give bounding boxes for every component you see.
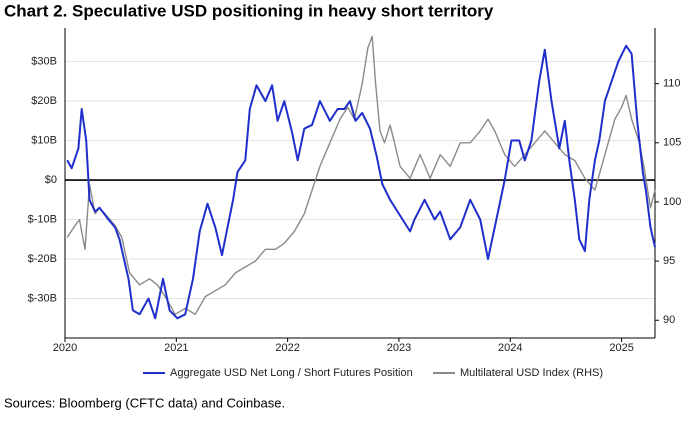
legend-label: Multilateral USD Index (RHS)	[460, 367, 603, 379]
y2-tick-label: 95	[663, 255, 675, 267]
y-tick-label: $10B	[31, 134, 57, 146]
y2-tick-label: 100	[663, 196, 681, 208]
y-tick-label: $0	[45, 174, 57, 186]
series-line	[66, 44, 656, 320]
y-tick-label: $-20B	[28, 253, 57, 265]
x-tick-label: 2024	[498, 342, 522, 354]
y-tick-label: $20B	[31, 95, 57, 107]
source-note: Sources: Bloomberg (CFTC data) and Coinb…	[4, 395, 285, 410]
y2-tick-label: 90	[663, 314, 675, 326]
y-tick-label: $-30B	[28, 292, 57, 304]
x-tick-label: 2020	[53, 342, 77, 354]
x-tick-label: 2025	[609, 342, 633, 354]
x-tick-label: 2021	[164, 342, 188, 354]
y-tick-label: $30B	[31, 55, 57, 67]
y2-tick-label: 105	[663, 137, 681, 149]
series-line	[66, 35, 656, 315]
x-tick-label: 2023	[387, 342, 411, 354]
y2-tick-label: 110	[663, 78, 681, 90]
y-tick-label: $-10B	[28, 213, 57, 225]
legend-label: Aggregate USD Net Long / Short Futures P…	[170, 367, 413, 379]
chart-title: Chart 2. Speculative USD positioning in …	[4, 1, 494, 20]
x-tick-label: 2022	[275, 342, 299, 354]
